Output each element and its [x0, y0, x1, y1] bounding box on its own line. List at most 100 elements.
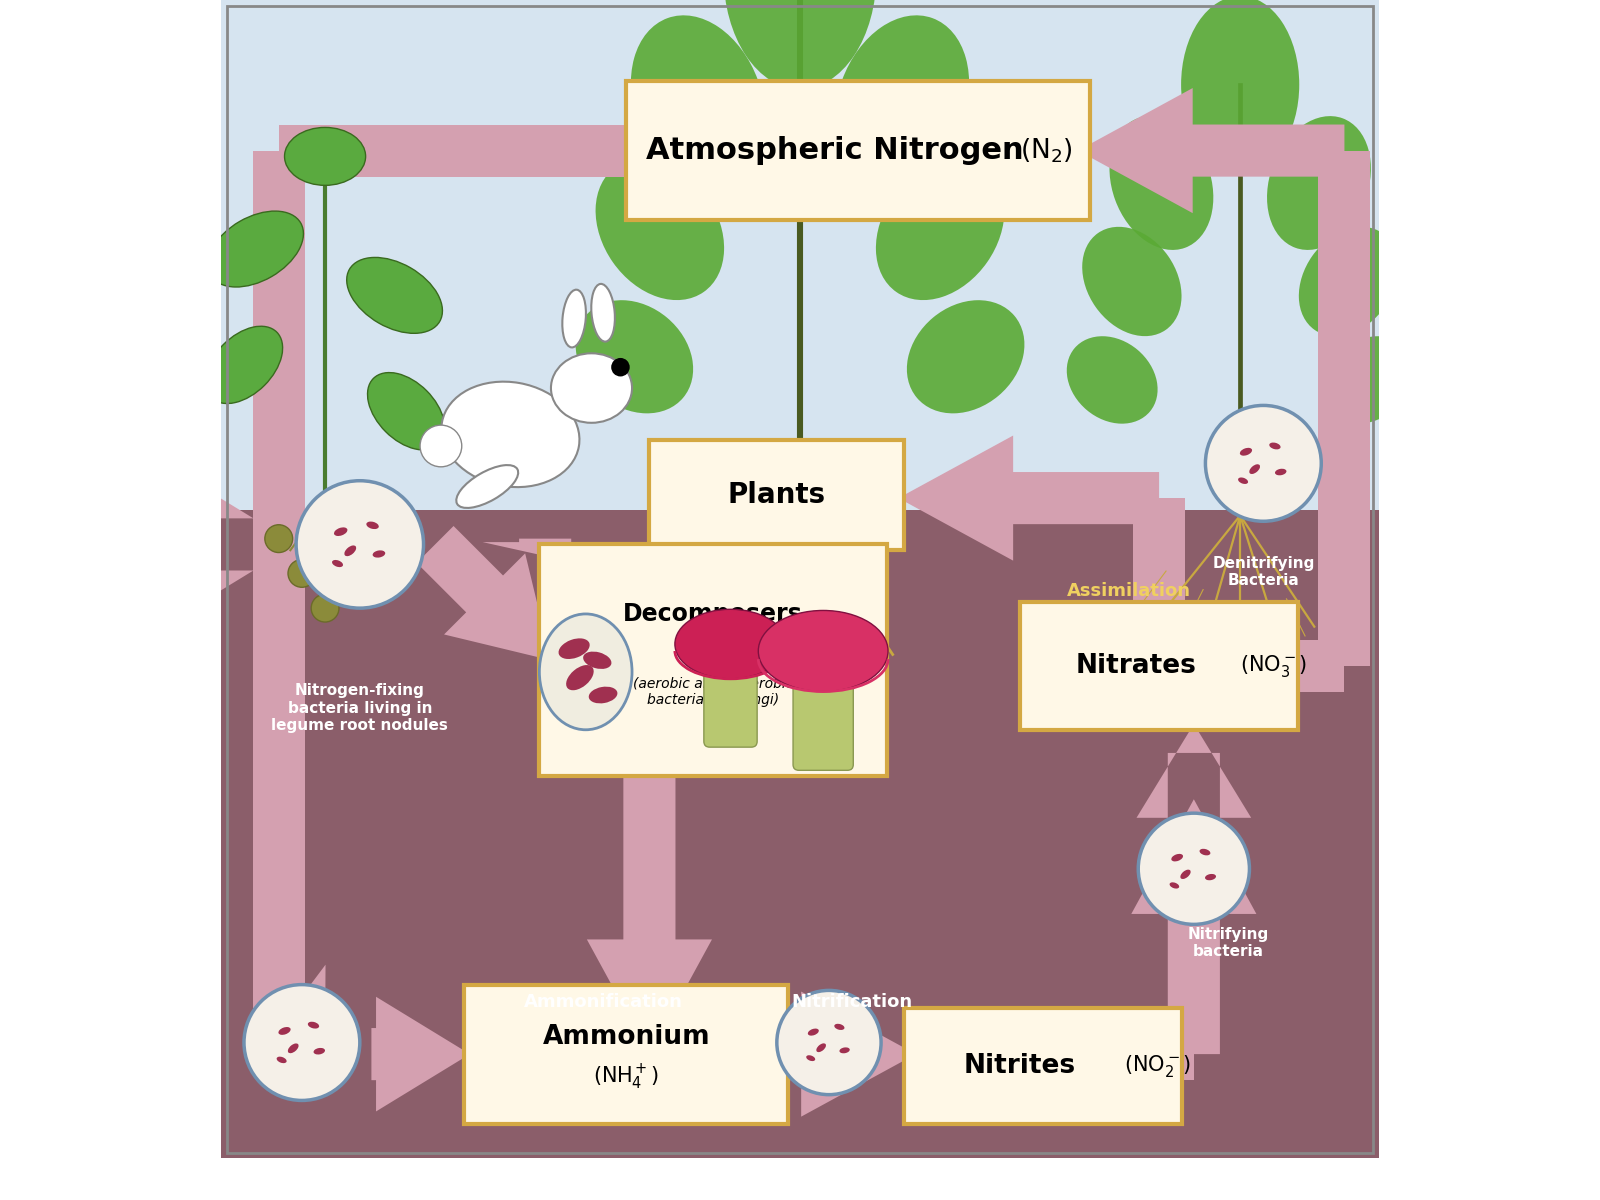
FancyBboxPatch shape [904, 1008, 1182, 1123]
Ellipse shape [307, 1021, 318, 1028]
Text: Denitrifying
Bacteria: Denitrifying Bacteria [1213, 556, 1315, 588]
Ellipse shape [1205, 874, 1216, 881]
Ellipse shape [1181, 870, 1190, 880]
Text: Nitrites: Nitrites [965, 1052, 1077, 1079]
Circle shape [778, 990, 882, 1094]
Ellipse shape [285, 127, 366, 185]
Ellipse shape [758, 611, 888, 691]
Text: Nitrogen-fixing
bacteria living in
legume root nodules: Nitrogen-fixing bacteria living in legum… [272, 684, 448, 733]
Ellipse shape [208, 211, 304, 287]
Ellipse shape [558, 638, 590, 659]
FancyArrow shape [416, 526, 550, 660]
Ellipse shape [1171, 854, 1182, 862]
Circle shape [266, 524, 293, 552]
Text: (NO$_2^-$): (NO$_2^-$) [1125, 1052, 1192, 1079]
Circle shape [296, 481, 424, 608]
Circle shape [243, 985, 360, 1100]
Ellipse shape [808, 1028, 819, 1036]
FancyBboxPatch shape [626, 82, 1090, 220]
Ellipse shape [840, 1048, 850, 1054]
Text: Atmospheric Nitrogen: Atmospheric Nitrogen [646, 136, 1024, 166]
FancyBboxPatch shape [650, 440, 904, 551]
Ellipse shape [834, 1024, 845, 1030]
Ellipse shape [456, 466, 518, 508]
FancyArrow shape [1131, 799, 1256, 1054]
Ellipse shape [630, 16, 765, 188]
Text: Ammonification: Ammonification [523, 992, 683, 1010]
FancyArrow shape [712, 542, 819, 654]
Ellipse shape [1323, 336, 1413, 424]
FancyArrow shape [1158, 640, 1344, 692]
Text: Nitrifying
bacteria: Nitrifying bacteria [1187, 926, 1269, 959]
Text: Plants: Plants [728, 481, 826, 509]
Text: (NO$_3^-$): (NO$_3^-$) [1240, 653, 1307, 679]
Text: Nitrification: Nitrification [792, 992, 912, 1010]
FancyArrow shape [1078, 88, 1344, 214]
Ellipse shape [576, 300, 693, 413]
Ellipse shape [288, 1044, 299, 1054]
Circle shape [288, 559, 315, 587]
FancyArrow shape [1318, 150, 1371, 666]
Ellipse shape [589, 686, 618, 703]
Ellipse shape [592, 284, 614, 342]
FancyArrow shape [251, 965, 325, 1064]
Ellipse shape [816, 1043, 826, 1052]
FancyArrow shape [1050, 1028, 1194, 1080]
Text: Decomposers: Decomposers [624, 602, 803, 626]
Ellipse shape [277, 1057, 286, 1063]
Text: Nitrogen-fixing
soil bacteria: Nitrogen-fixing soil bacteria [237, 1170, 366, 1200]
Ellipse shape [875, 158, 1005, 300]
Ellipse shape [366, 522, 379, 529]
Ellipse shape [907, 300, 1024, 413]
Ellipse shape [1250, 464, 1261, 474]
Ellipse shape [1181, 0, 1299, 173]
Ellipse shape [1170, 882, 1179, 888]
Ellipse shape [1275, 469, 1286, 475]
Ellipse shape [333, 560, 342, 568]
Ellipse shape [205, 326, 283, 403]
Circle shape [421, 425, 462, 467]
Text: Assimilation: Assimilation [1067, 582, 1190, 600]
FancyBboxPatch shape [464, 985, 789, 1123]
FancyArrow shape [1133, 498, 1186, 660]
Text: Nitrates: Nitrates [1075, 653, 1197, 679]
FancyArrow shape [371, 997, 470, 1111]
Circle shape [1138, 814, 1250, 924]
FancyArrow shape [750, 539, 803, 556]
Ellipse shape [442, 382, 579, 487]
FancyBboxPatch shape [794, 661, 853, 770]
Text: Nitrifying bacteria: Nitrifying bacteria [750, 1170, 907, 1184]
Ellipse shape [835, 16, 970, 188]
Ellipse shape [723, 0, 877, 89]
FancyArrow shape [253, 150, 306, 1008]
Ellipse shape [344, 546, 357, 556]
Text: (N$_2$): (N$_2$) [1021, 137, 1074, 164]
FancyArrow shape [483, 539, 608, 556]
Ellipse shape [347, 258, 443, 334]
FancyBboxPatch shape [539, 545, 886, 776]
Ellipse shape [539, 614, 632, 730]
Circle shape [310, 594, 339, 622]
Ellipse shape [562, 289, 586, 348]
Ellipse shape [373, 551, 386, 558]
Ellipse shape [1238, 478, 1248, 484]
Circle shape [357, 571, 386, 599]
FancyBboxPatch shape [221, 510, 1379, 1158]
Ellipse shape [595, 158, 725, 300]
Ellipse shape [1082, 227, 1181, 336]
Ellipse shape [806, 1055, 816, 1061]
Ellipse shape [1267, 116, 1371, 250]
Circle shape [334, 536, 362, 564]
Text: Ammonium: Ammonium [542, 1024, 710, 1050]
FancyArrow shape [278, 125, 638, 176]
Ellipse shape [566, 665, 594, 690]
Ellipse shape [1240, 448, 1253, 456]
Circle shape [611, 358, 630, 377]
Ellipse shape [314, 1048, 325, 1055]
FancyBboxPatch shape [704, 652, 757, 748]
Text: (aerobic and anaerobic
bacteria and fungi): (aerobic and anaerobic bacteria and fung… [634, 677, 794, 707]
Ellipse shape [1109, 116, 1213, 250]
FancyArrow shape [899, 436, 1158, 560]
Ellipse shape [1200, 848, 1210, 856]
Ellipse shape [278, 1027, 291, 1034]
